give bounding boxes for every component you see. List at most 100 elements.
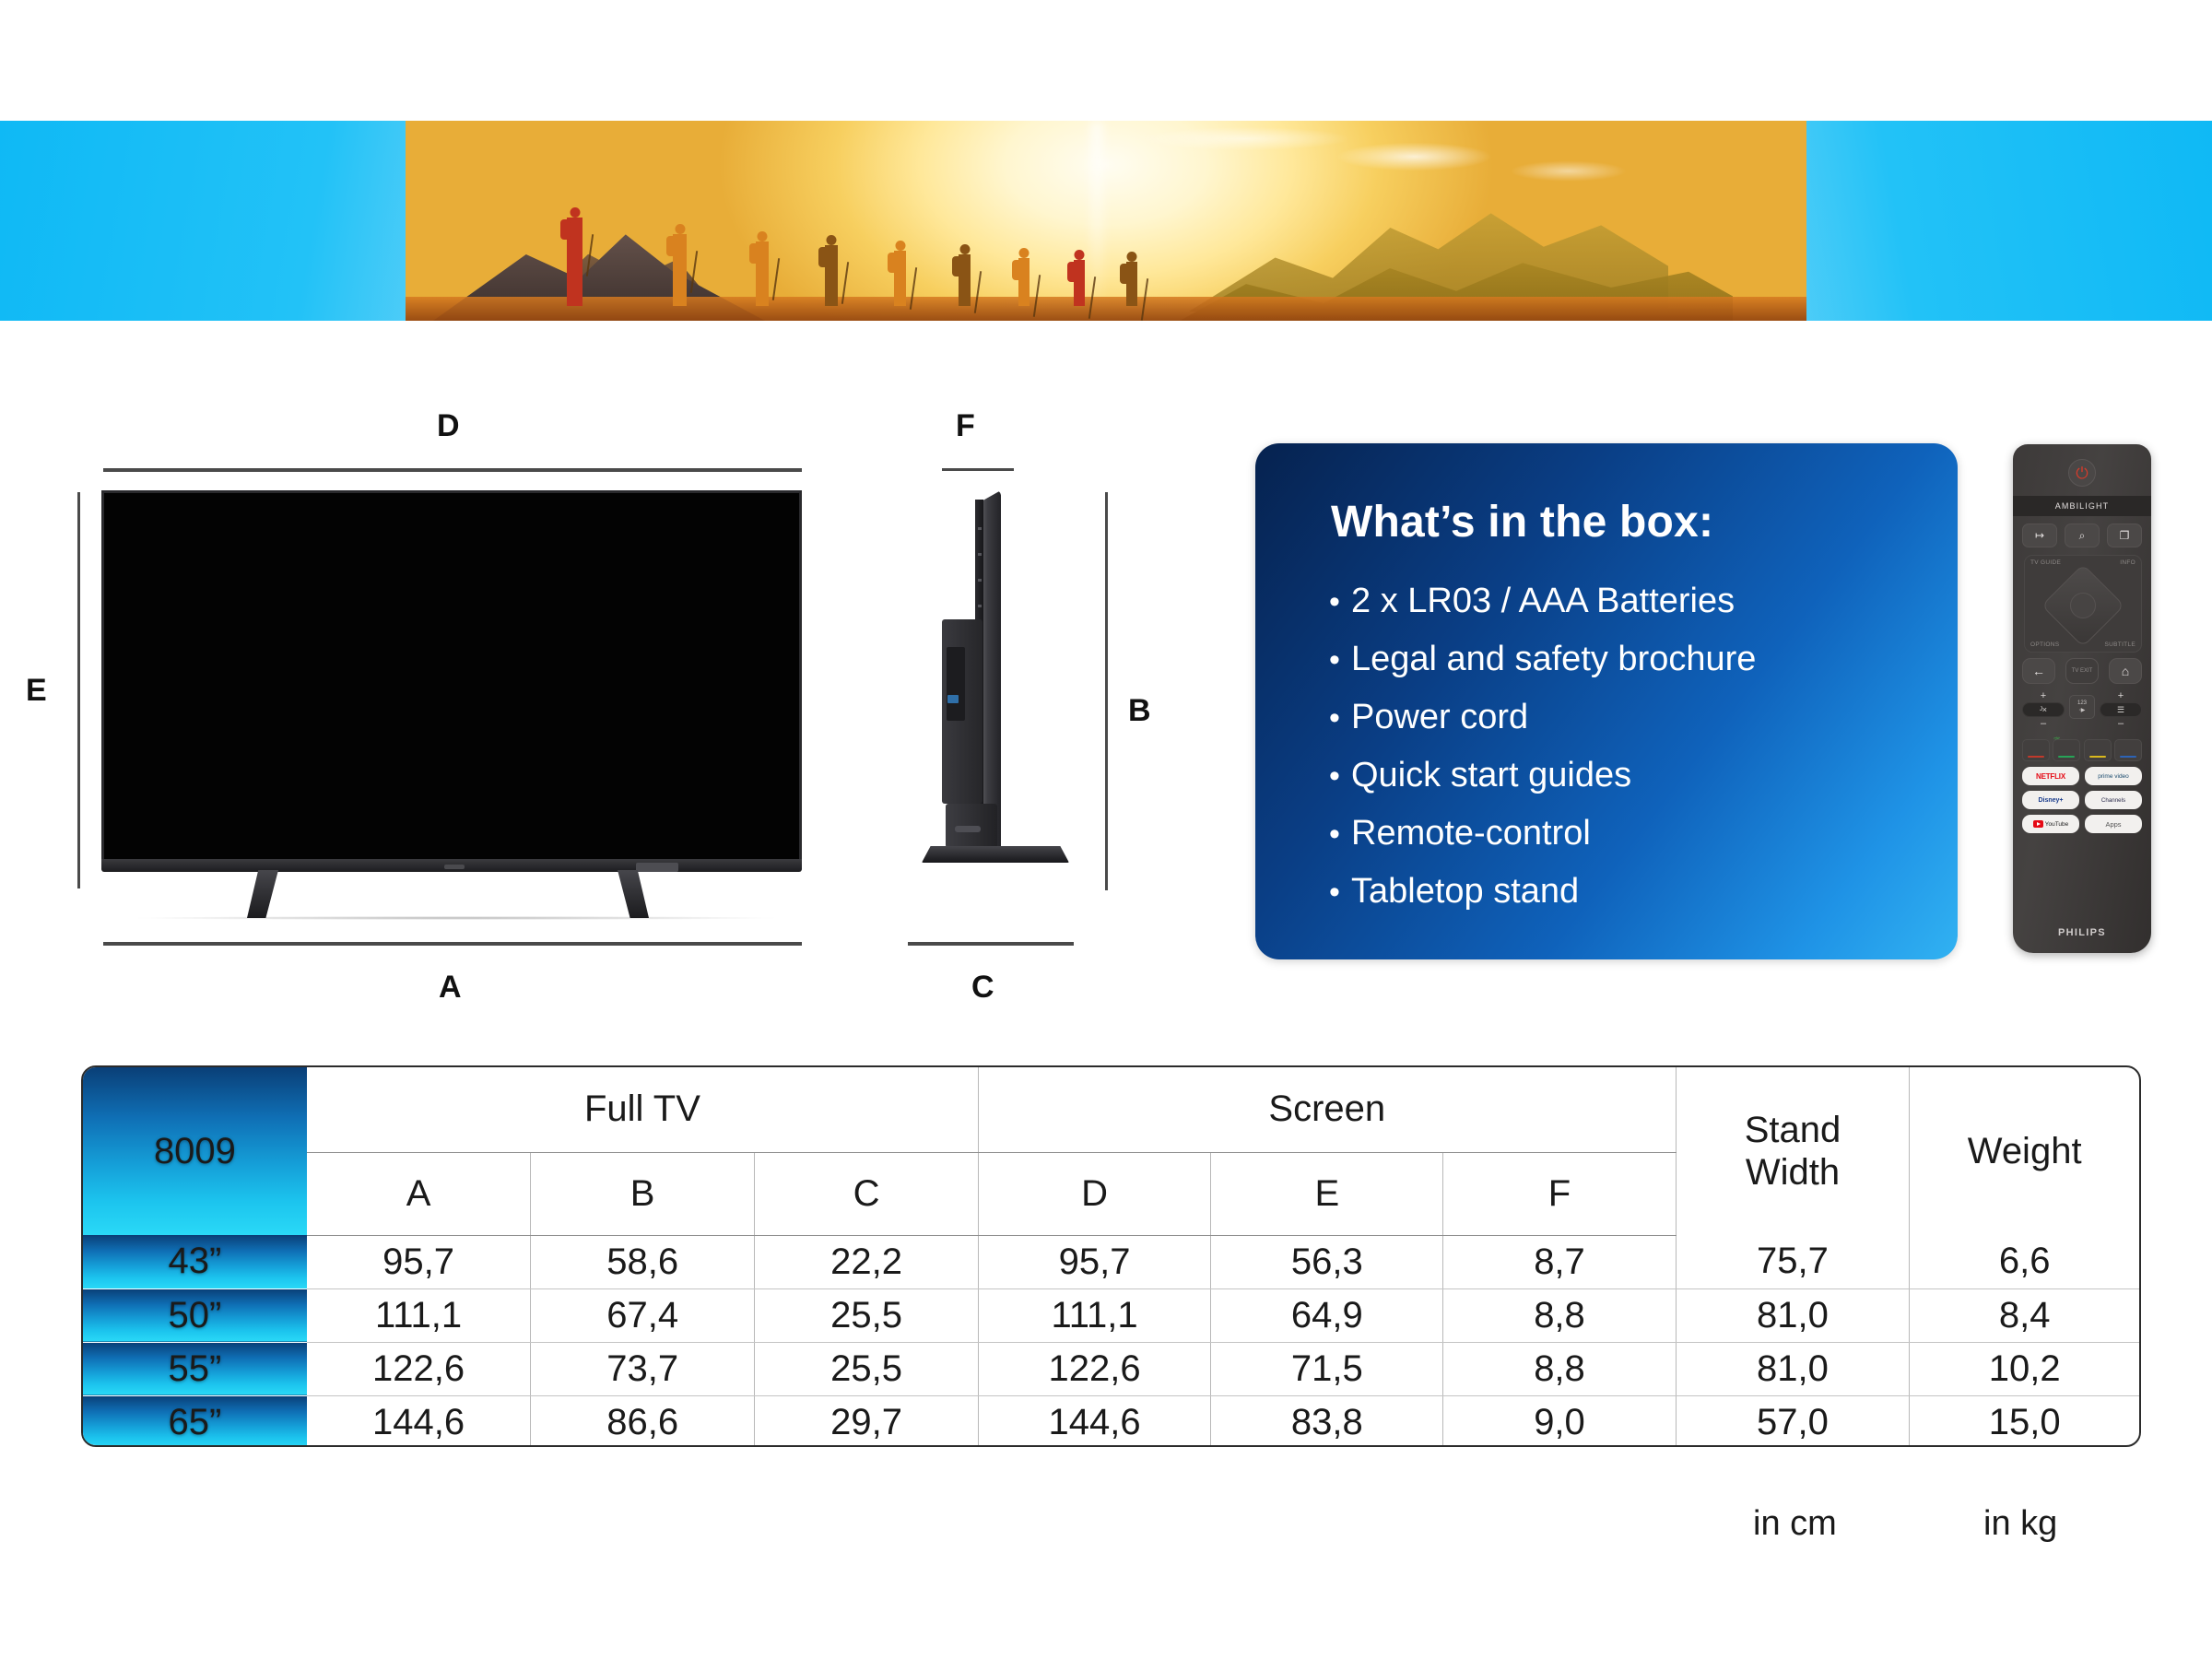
channels-button[interactable]: Channels [2085, 791, 2142, 809]
apps-label: Apps [2105, 819, 2122, 829]
tv-foot-left [247, 870, 278, 918]
tv-stand-base [922, 846, 1069, 863]
table-row: 55” 122,6 73,7 25,5 122,6 71,5 8,8 81,0 … [83, 1342, 2139, 1396]
hiker [560, 207, 594, 306]
cast-glyph: ❐ [2119, 529, 2130, 542]
column-header-c: C [754, 1152, 979, 1236]
box-item-label: Quick start guides [1351, 756, 1632, 794]
back-button[interactable]: ← [2022, 658, 2055, 684]
dimensions-table: 8009 Full TV Screen Stand Width Weight A… [83, 1067, 2139, 1445]
tv-shadow [138, 916, 774, 920]
list-item: • Quick start guides [1329, 747, 1756, 805]
list-item: • Legal and safety brochure [1329, 630, 1756, 688]
whats-in-the-box-panel: What’s in the box: • 2 x LR03 / AAA Batte… [1255, 443, 1958, 959]
bullet-icon: • [1329, 759, 1340, 794]
dim-line-c [908, 942, 1074, 946]
remote-control: ⏻ AMBILIGHT ↦ ⌕ ❐ TV GUIDE INFO OPTIONS … [2013, 444, 2151, 953]
group-header-stand-width: Stand Width [1676, 1067, 1911, 1235]
tv-ports [947, 647, 965, 721]
source-icon[interactable]: ↦ [2022, 524, 2057, 547]
home-button[interactable]: ⌂ [2109, 658, 2142, 684]
table-row: 43” 95,7 58,6 22,2 95,7 56,3 8,7 75,7 6,… [83, 1235, 2139, 1289]
ir-receiver [444, 865, 465, 869]
cell-weight: 15,0 [1988, 1401, 2061, 1442]
numeric-label: 123 [2077, 700, 2087, 706]
back-icon: ← [2032, 664, 2045, 678]
netflix-button[interactable]: NETFLIX [2022, 767, 2079, 785]
apps-button[interactable]: Apps [2085, 815, 2142, 833]
list-item: • Tabletop stand [1329, 863, 1756, 921]
dpad-area[interactable]: TV GUIDE INFO OPTIONS SUBTITLE [2024, 555, 2142, 653]
cell-b: 86,6 [530, 1395, 756, 1445]
info-label: INFO [2120, 559, 2136, 566]
numeric-keypad-button[interactable]: 123 ◦▶ [2069, 695, 2095, 719]
row-size-55: 55” [83, 1342, 307, 1396]
remote-rocker-row: + ᴶ× – + ☰ – [2020, 691, 2144, 734]
cell-c: 25,5 [754, 1342, 979, 1396]
unit-weight-caption: in kg [1983, 1504, 2058, 1543]
usb-port [947, 695, 959, 703]
clouds [406, 121, 1806, 241]
group-header-screen: Screen [978, 1067, 1677, 1153]
channel-down-label: – [2117, 718, 2124, 729]
stand-line-2: Width [1745, 1152, 1841, 1193]
stand-line-1: Stand [1744, 1110, 1841, 1150]
green-button[interactable] [2053, 739, 2081, 761]
cell-d: 144,6 [978, 1395, 1212, 1445]
youtube-button[interactable]: YouTube [2022, 815, 2079, 833]
box-title: What’s in the box: [1331, 498, 1714, 547]
subtitle-button[interactable]: ☰ [2100, 702, 2142, 717]
tv-foot-right [618, 870, 649, 918]
ambilight-button[interactable]: AMBILIGHT [2013, 496, 2151, 516]
cast-icon[interactable]: ❐ [2107, 524, 2142, 547]
yellow-button[interactable] [2083, 739, 2112, 761]
playback-glyph: ◦▶ [2078, 708, 2086, 713]
channel-rocker[interactable]: + ☰ – [2100, 691, 2142, 729]
subtitle-icon: ☰ [2116, 704, 2125, 714]
column-header-e: E [1210, 1152, 1444, 1236]
box-item-list: • 2 x LR03 / AAA Batteries • Legal and saf… [1329, 572, 1756, 921]
cell-b: 58,6 [530, 1235, 756, 1289]
cell-e: 56,3 [1210, 1235, 1444, 1289]
hiker [952, 244, 982, 313]
dim-label-c: C [971, 970, 994, 1005]
channels-label: Channels [2100, 796, 2126, 804]
blue-button[interactable] [2113, 739, 2142, 761]
dim-line-d [103, 468, 802, 472]
hiker [749, 231, 781, 306]
cell-e: 71,5 [1210, 1342, 1444, 1396]
column-header-d: D [978, 1152, 1212, 1236]
table-column-header-row: A B C D E F [83, 1152, 2139, 1236]
cell-d: 122,6 [978, 1342, 1212, 1396]
box-item-label: Power cord [1351, 698, 1529, 736]
cell-c: 29,7 [754, 1395, 979, 1445]
hiker [1120, 252, 1149, 321]
mute-button[interactable]: ᴶ× [2022, 702, 2065, 717]
volume-up-label: + [2040, 690, 2047, 701]
cell-weight: 8,4 [1909, 1288, 2139, 1343]
cell-a: 122,6 [306, 1342, 532, 1396]
cell-c: 22,2 [754, 1235, 979, 1289]
list-item: • 2 x LR03 / AAA Batteries [1329, 572, 1756, 630]
hiker [818, 235, 850, 306]
tv-guide-label: TV GUIDE [2030, 559, 2062, 566]
volume-rocker[interactable]: + ᴶ× – [2022, 690, 2065, 729]
power-icon: ⏻ [2076, 464, 2088, 482]
prime-video-button[interactable]: prime video [2085, 767, 2142, 785]
disney-plus-button[interactable]: Disney+ [2022, 791, 2079, 809]
cell-f: 9,0 [1442, 1395, 1677, 1445]
cell-stand-width: 75,7 [1676, 1235, 1911, 1289]
power-button[interactable]: ⏻ [2068, 459, 2096, 487]
red-button[interactable] [2022, 739, 2050, 761]
dim-label-b: B [1128, 693, 1151, 728]
tv-screen [101, 490, 802, 865]
cell-a: 111,1 [306, 1288, 532, 1343]
cell-b: 73,7 [530, 1342, 756, 1396]
dim-line-b [1105, 492, 1108, 890]
search-icon[interactable]: ⌕ [2065, 524, 2100, 547]
tv-exit-button[interactable]: TV EXIT [2065, 658, 2099, 684]
banner-scene [406, 121, 1806, 321]
ok-button[interactable] [2070, 593, 2096, 619]
tv-stand-slot [955, 826, 981, 832]
cell-a: 144,6 [306, 1395, 532, 1445]
